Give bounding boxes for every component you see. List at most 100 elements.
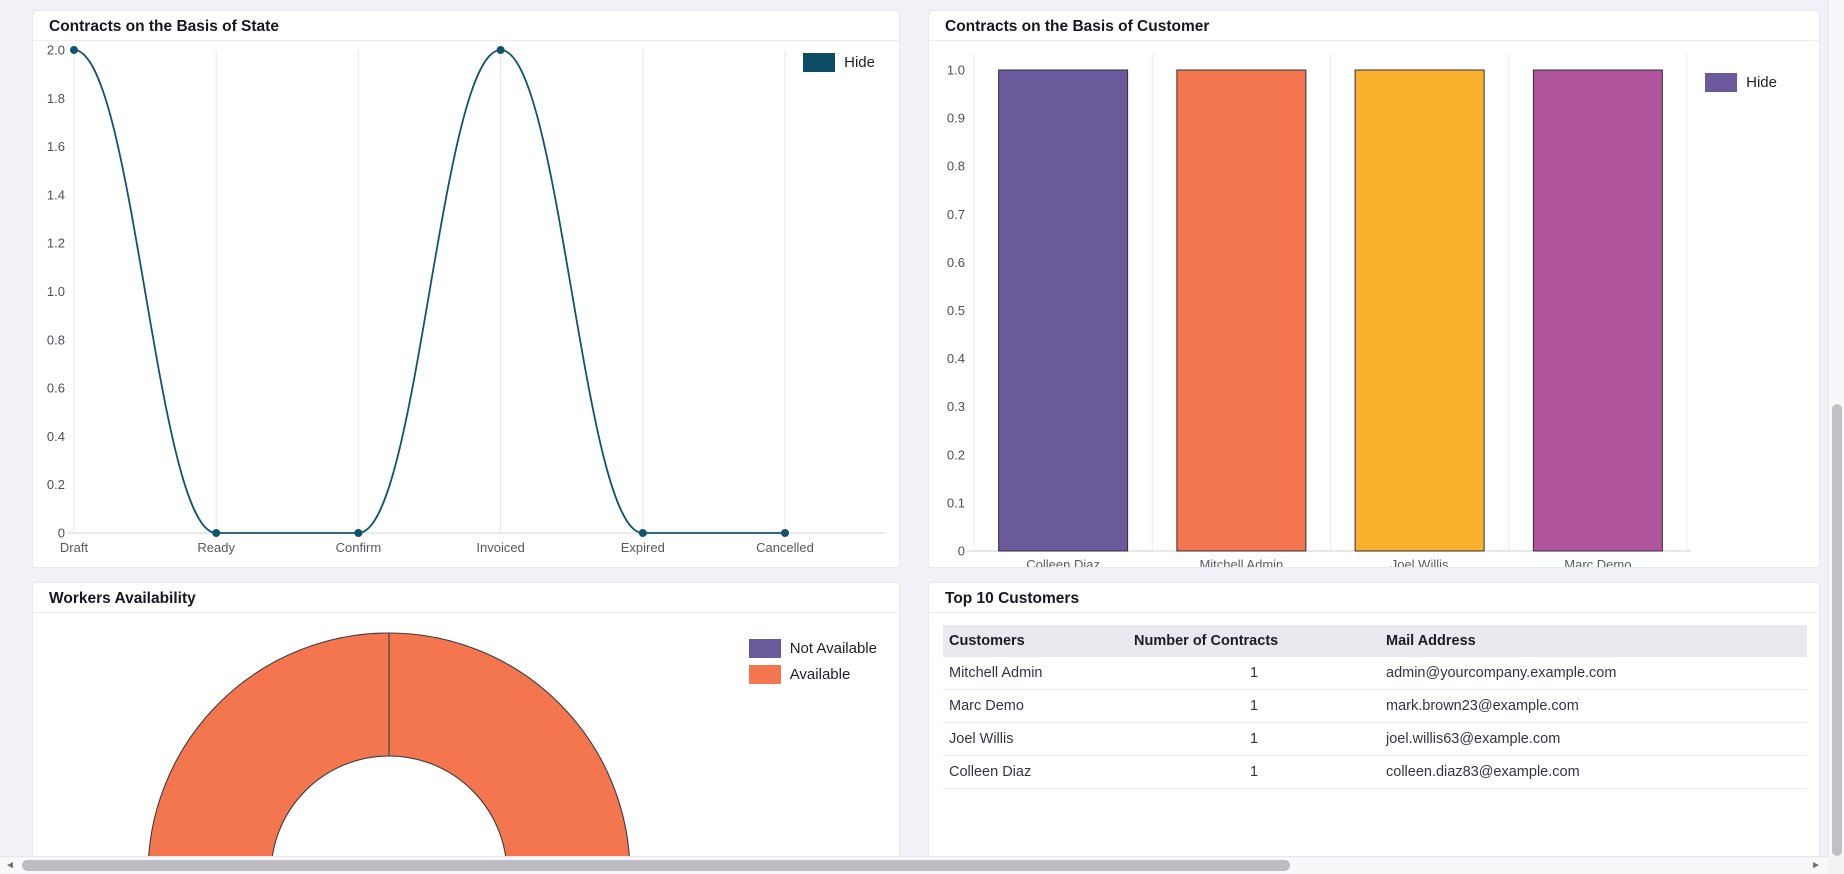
x-tick-label: Colleen Diaz [1026,557,1100,567]
customer-name-cell: Joel Willis [943,722,1128,756]
contracts-count-cell: 1 [1128,689,1380,723]
top-customers-table: Customers Number of Contracts Mail Address… [943,625,1807,789]
legend-item[interactable]: Hide [803,53,875,72]
donut-chart-legend: Not Available Available [748,639,877,684]
legend-item[interactable]: Available [748,665,877,684]
card-title-contracts-by-customer: Contracts on the Basis of Customer [945,18,1210,35]
y-tick-label: 0.7 [947,207,965,222]
legend-swatch [803,53,836,72]
y-tick-label: 0.8 [47,332,65,347]
mail-address-cell: admin@yourcompany.example.com [1380,657,1807,690]
card-header: Workers Availability [33,583,899,613]
legend-swatch [1705,73,1738,92]
mail-address-cell: colleen.diaz83@example.com [1380,755,1807,789]
data-point[interactable] [638,529,647,537]
y-tick-label: 0.6 [947,255,965,270]
x-tick-label: Invoiced [476,540,524,555]
customer-name-cell: Marc Demo [943,689,1128,723]
card-header: Contracts on the Basis of State [33,11,899,41]
x-tick-label: Marc Demo [1564,557,1631,567]
y-tick-label: 1.2 [47,236,65,251]
x-tick-label: Confirm [336,540,382,555]
column-header: Number of Contracts [1128,625,1380,657]
bar[interactable] [998,69,1129,552]
line-series [73,49,785,534]
vertical-scrollbar-thumb[interactable] [1832,404,1842,856]
scrollbar-corner [1828,856,1844,874]
x-tick-label: Mitchell Admin [1199,557,1283,567]
y-tick-label: 1.6 [47,139,65,154]
scroll-left-icon[interactable]: ◄ [5,860,15,871]
x-tick-label: Expired [621,540,665,555]
x-tick-label: Draft [60,540,89,555]
y-tick-label: 1.0 [947,63,965,78]
line-chart-legend: Hide [803,53,875,72]
table-header: Customers Number of Contracts Mail Address [943,625,1807,657]
x-tick-label: Cancelled [756,540,814,555]
mail-address-cell: mark.brown23@example.com [1380,689,1807,723]
card-top-10-customers: Top 10 Customers Customers Number of Cont… [928,582,1820,874]
card-header: Contracts on the Basis of Customer [929,11,1819,41]
y-tick-label: 0.6 [47,381,65,396]
legend-swatch [748,639,781,658]
bar[interactable] [1354,69,1485,552]
y-tick-label: 0.2 [47,477,65,492]
bar[interactable] [1532,69,1663,552]
x-tick-label: Joel Willis [1391,557,1449,567]
y-tick-label: 0.5 [947,303,965,318]
customer-name-cell: Colleen Diaz [943,755,1128,789]
table-row[interactable]: Marc Demo 1 mark.brown23@example.com [943,689,1807,723]
bar-chart: 0 0.1 0.2 0.3 0.4 0.5 0.6 0.7 0.8 0.9 1.0 Colleen D… [947,54,1691,567]
card-contracts-by-state: Contracts on the Basis of State 0 0.2 0.4 0… [32,10,900,568]
column-header: Customers [943,625,1128,657]
x-tick-label: Ready [197,540,235,555]
table-row[interactable]: Mitchell Admin 1 admin@yourcompany.example… [943,657,1807,690]
card-contracts-by-customer: Contracts on the Basis of Customer 0 0.1 0… [928,10,1820,568]
y-tick-label: 2.0 [47,43,65,58]
y-tick-label: 0.4 [47,429,65,444]
y-tick-label: 0 [958,544,965,559]
legend-item[interactable]: Not Available [748,639,877,658]
legend-label: Not Available [789,640,877,657]
column-header: Mail Address [1380,625,1807,657]
scroll-right-icon[interactable]: ► [1811,860,1821,871]
vertical-scrollbar[interactable] [1828,0,1844,856]
contracts-count-cell: 1 [1128,755,1380,789]
y-tick-label: 0.3 [947,399,965,414]
donut-chart [147,632,631,873]
legend-swatch [748,665,781,684]
y-tick-label: 0.1 [947,495,965,510]
horizontal-scrollbar-thumb[interactable] [22,860,1290,871]
y-tick-label: 1.8 [47,91,65,106]
y-tick-label: 0.8 [947,159,965,174]
y-tick-label: 0.9 [947,111,965,126]
card-title-contracts-by-state: Contracts on the Basis of State [49,18,279,35]
line-chart: 0 0.2 0.4 0.6 0.8 1.0 1.2 1.4 1.6 1.8 2.0 Draft Read… [47,43,885,555]
y-tick-label: 1.4 [47,187,65,202]
data-point[interactable] [70,46,78,54]
card-workers-availability: Workers Availability Not Available Availa… [32,582,900,874]
card-header: Top 10 Customers [929,583,1819,613]
contracts-count-cell: 1 [1128,722,1380,756]
data-point[interactable] [781,529,789,537]
customer-name-cell: Mitchell Admin [943,657,1128,690]
legend-label: Hide [1746,74,1777,91]
legend-label: Available [789,666,851,683]
data-point[interactable] [496,46,505,54]
y-tick-label: 0.4 [947,351,965,366]
legend-item[interactable]: Hide [1705,73,1777,92]
y-tick-label: 1.0 [47,284,65,299]
table-body: Mitchell Admin 1 admin@yourcompany.example… [943,657,1807,789]
bar[interactable] [1176,69,1307,552]
data-point[interactable] [354,529,363,537]
legend-label: Hide [844,54,875,71]
card-title-top-10-customers: Top 10 Customers [945,590,1080,607]
table-row[interactable]: Joel Willis 1 joel.willis63@example.com [943,722,1807,756]
table-row[interactable]: Colleen Diaz 1 colleen.diaz83@example.com [943,755,1807,789]
horizontal-scrollbar[interactable]: ◄ ► [0,856,1828,874]
bar-chart-legend: Hide [1705,73,1777,92]
data-point[interactable] [212,529,221,537]
table-header-row: Customers Number of Contracts Mail Address [943,625,1807,657]
contracts-count-cell: 1 [1128,657,1380,690]
